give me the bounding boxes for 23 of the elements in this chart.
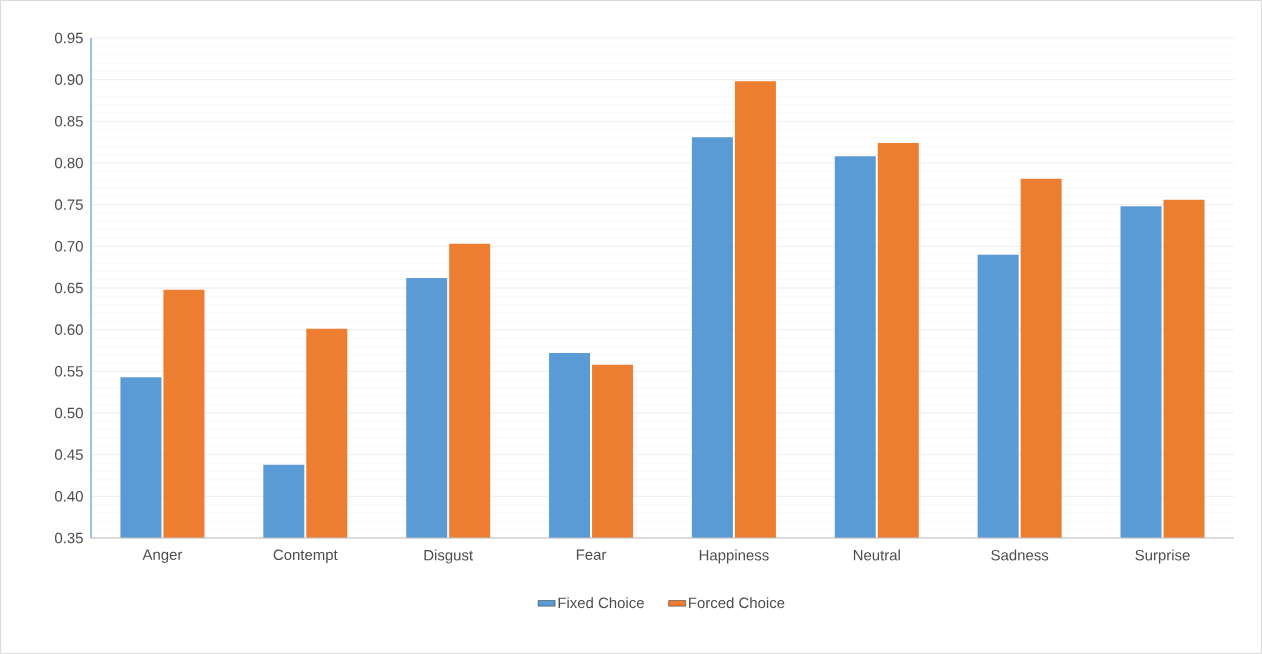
x-tick-label: Anger: [142, 549, 183, 563]
x-tick-label: Fear: [576, 549, 607, 560]
y-tick-label: 0.85: [54, 116, 83, 127]
x-tick-label: Contempt: [273, 549, 338, 564]
x-tick-label: Surprise: [1135, 549, 1190, 564]
legend-label: Fixed Choice: [558, 597, 644, 609]
y-tick-label: 0.45: [54, 449, 83, 460]
y-tick-label: 0.40: [54, 491, 83, 502]
y-tick-label: 0.90: [54, 74, 83, 85]
y-tick-label: 0.60: [54, 324, 83, 335]
y-tick-label: 0.50: [54, 407, 83, 419]
y-tick-label: 0.70: [54, 241, 83, 252]
x-tick-label: Disgust: [424, 549, 473, 564]
y-tick-label: 0.80: [54, 157, 83, 169]
x-tick-label: Sadness: [991, 549, 1049, 561]
y-tick-label: 0.65: [54, 282, 83, 294]
y-tick-label: 0.95: [54, 32, 83, 44]
y-tick-label: 0.55: [54, 366, 83, 377]
y-tick-label: 0.75: [54, 199, 83, 210]
y-tick-label: 0.35: [54, 532, 83, 544]
x-tick-label: Happiness: [699, 549, 769, 564]
legend-label: Forced Choice: [689, 597, 785, 609]
x-tick-label: Neutral: [853, 549, 900, 561]
